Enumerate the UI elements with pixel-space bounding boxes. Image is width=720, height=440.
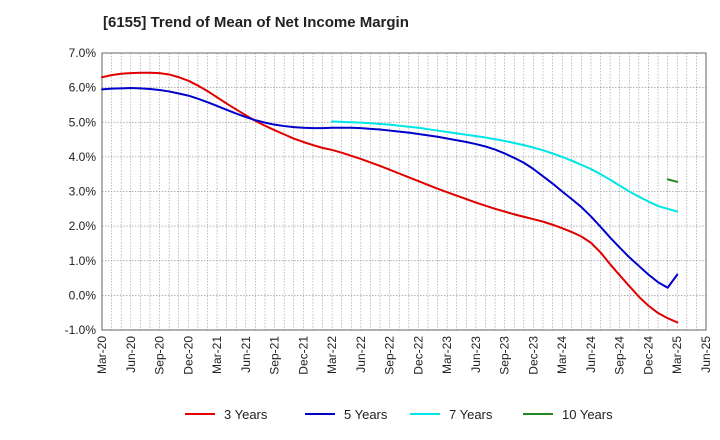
chart-title: [6155] Trend of Mean of Net Income Margi… — [103, 14, 409, 31]
x-tick-label: Mar-24 — [555, 336, 569, 374]
y-tick-label: 0.0% — [69, 288, 97, 302]
x-tick-label: Jun-20 — [124, 336, 138, 373]
x-tick-label: Sep-24 — [613, 336, 627, 375]
x-tick-label: Mar-20 — [95, 336, 109, 374]
x-tick-label: Dec-21 — [296, 336, 310, 375]
x-tick-label: Mar-22 — [325, 336, 339, 374]
series-line-5-years — [101, 86, 679, 289]
x-tick-label: Sep-20 — [153, 336, 167, 375]
plot-background — [102, 53, 706, 330]
x-tick-label: Jun-25 — [699, 336, 713, 373]
x-tick-label: Dec-23 — [526, 336, 540, 375]
y-tick-label: 3.0% — [69, 185, 97, 199]
y-tick-label: 4.0% — [69, 150, 97, 164]
x-tick-label: Mar-25 — [670, 336, 684, 374]
x-tick-label: Sep-23 — [498, 336, 512, 375]
x-tick-label: Mar-23 — [440, 336, 454, 374]
x-tick-label: Jun-21 — [239, 336, 253, 373]
x-tick-label: Sep-21 — [268, 336, 282, 375]
legend-label: 10 Years — [562, 407, 613, 422]
y-tick-label: 1.0% — [69, 254, 97, 268]
x-tick-label: Dec-24 — [641, 336, 655, 375]
y-tick-label: -1.0% — [65, 323, 97, 337]
x-tick-label: Dec-20 — [181, 336, 195, 375]
y-tick-label: 7.0% — [69, 46, 97, 60]
y-tick-label: 2.0% — [69, 219, 97, 233]
y-tick-label: 6.0% — [69, 81, 97, 95]
x-tick-label: Mar-21 — [210, 336, 224, 374]
x-tick-label: Jun-24 — [584, 336, 598, 373]
legend-label: 5 Years — [344, 407, 388, 422]
y-tick-label: 5.0% — [69, 115, 97, 129]
x-tick-label: Jun-22 — [354, 336, 368, 373]
series-line-10-years — [666, 178, 679, 183]
series-line-7-years — [331, 120, 679, 213]
plot-frame — [101, 52, 707, 331]
series-line-3-years — [101, 71, 679, 324]
x-tick-label: Sep-22 — [383, 336, 397, 375]
x-tick-label: Jun-23 — [469, 336, 483, 373]
legend-label: 3 Years — [224, 407, 268, 422]
legend-label: 7 Years — [449, 407, 493, 422]
x-tick-label: Dec-22 — [411, 336, 425, 375]
